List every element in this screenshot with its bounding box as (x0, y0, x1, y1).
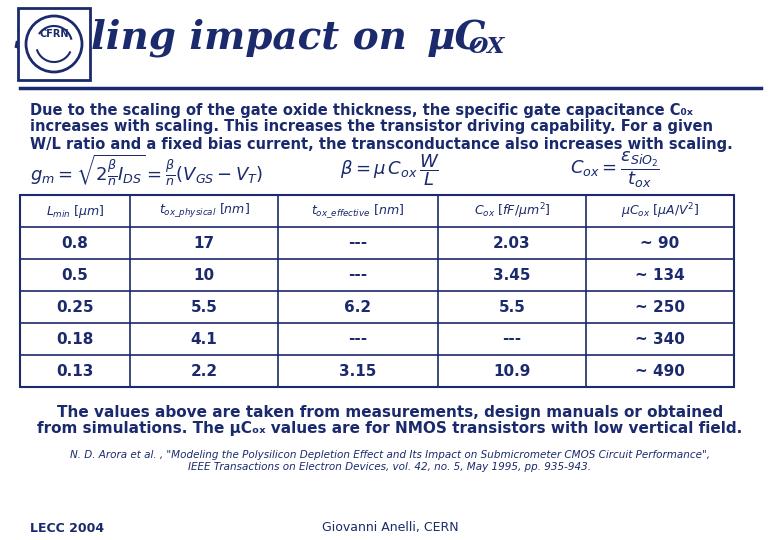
Text: Giovanni Anelli, CERN: Giovanni Anelli, CERN (321, 522, 459, 535)
Text: ~ 490: ~ 490 (635, 363, 685, 379)
Text: ~ 90: ~ 90 (640, 235, 679, 251)
Text: 6.2: 6.2 (345, 300, 371, 314)
Text: 0.13: 0.13 (56, 363, 94, 379)
Text: IEEE Transactions on Electron Devices, vol. 42, no. 5, May 1995, pp. 935-943.: IEEE Transactions on Electron Devices, v… (189, 462, 591, 472)
Text: 3.15: 3.15 (339, 363, 377, 379)
Text: 0.25: 0.25 (56, 300, 94, 314)
Text: W/L ratio and a fixed bias current, the transconductance also increases with sca: W/L ratio and a fixed bias current, the … (30, 137, 732, 152)
Text: 5.5: 5.5 (498, 300, 526, 314)
Text: 2.2: 2.2 (190, 363, 218, 379)
Text: 17: 17 (193, 235, 215, 251)
Text: N. D. Arora et al. , "Modeling the Polysilicon Depletion Effect and Its Impact o: N. D. Arora et al. , "Modeling the Polys… (70, 450, 710, 460)
Text: ---: --- (502, 332, 522, 347)
Text: CFRN: CFRN (39, 29, 69, 39)
Text: 3.45: 3.45 (493, 267, 530, 282)
Text: 10.9: 10.9 (493, 363, 530, 379)
Text: 4.1: 4.1 (190, 332, 218, 347)
Text: The values above are taken from measurements, design manuals or obtained: The values above are taken from measurem… (57, 405, 723, 420)
Bar (20, 195, 734, 387)
Text: $t_{ox\_effective}\ [nm]$: $t_{ox\_effective}\ [nm]$ (311, 202, 405, 220)
Text: $g_m = \sqrt{2\frac{\beta}{n}I_{DS}} = \frac{\beta}{n}(V_{GS} - V_T)$: $g_m = \sqrt{2\frac{\beta}{n}I_{DS}} = \… (30, 152, 264, 188)
Text: ~ 134: ~ 134 (635, 267, 685, 282)
Text: Due to the scaling of the gate oxide thickness, the specific gate capacitance C₀: Due to the scaling of the gate oxide thi… (30, 103, 693, 118)
Text: from simulations. The μCₒₓ values are for NMOS transistors with low vertical fie: from simulations. The μCₒₓ values are fo… (37, 421, 743, 436)
Text: Scaling impact on: Scaling impact on (13, 19, 420, 57)
Text: $t_{ox\_physical}\ [nm]$: $t_{ox\_physical}\ [nm]$ (158, 202, 250, 220)
Text: $C_{ox} = \dfrac{\varepsilon_{SiO_2}}{t_{ox}}$: $C_{ox} = \dfrac{\varepsilon_{SiO_2}}{t_… (570, 150, 660, 191)
Text: ---: --- (349, 235, 367, 251)
Text: 5.5: 5.5 (190, 300, 218, 314)
Text: ~ 250: ~ 250 (635, 300, 685, 314)
Text: ---: --- (349, 267, 367, 282)
Text: 2.03: 2.03 (493, 235, 531, 251)
Text: μC: μC (427, 19, 487, 57)
FancyBboxPatch shape (18, 8, 90, 80)
Text: OX: OX (469, 36, 505, 58)
Text: ~ 340: ~ 340 (635, 332, 685, 347)
Text: 0.5: 0.5 (62, 267, 88, 282)
Text: 10: 10 (193, 267, 215, 282)
Text: $C_{ox}\ [fF/\mu m^2]$: $C_{ox}\ [fF/\mu m^2]$ (473, 201, 551, 221)
Text: LECC 2004: LECC 2004 (30, 522, 104, 535)
Text: 0.18: 0.18 (56, 332, 94, 347)
Text: 0.8: 0.8 (62, 235, 88, 251)
Text: $\mu C_{ox}\ [\mu A/V^2]$: $\mu C_{ox}\ [\mu A/V^2]$ (621, 201, 699, 221)
Text: ---: --- (349, 332, 367, 347)
Text: increases with scaling. This increases the transistor driving capability. For a : increases with scaling. This increases t… (30, 119, 713, 134)
Text: $L_{min}\ [\mu m]$: $L_{min}\ [\mu m]$ (46, 202, 105, 219)
Text: $\beta = \mu\, C_{ox}\, \dfrac{W}{L}$: $\beta = \mu\, C_{ox}\, \dfrac{W}{L}$ (340, 152, 439, 188)
